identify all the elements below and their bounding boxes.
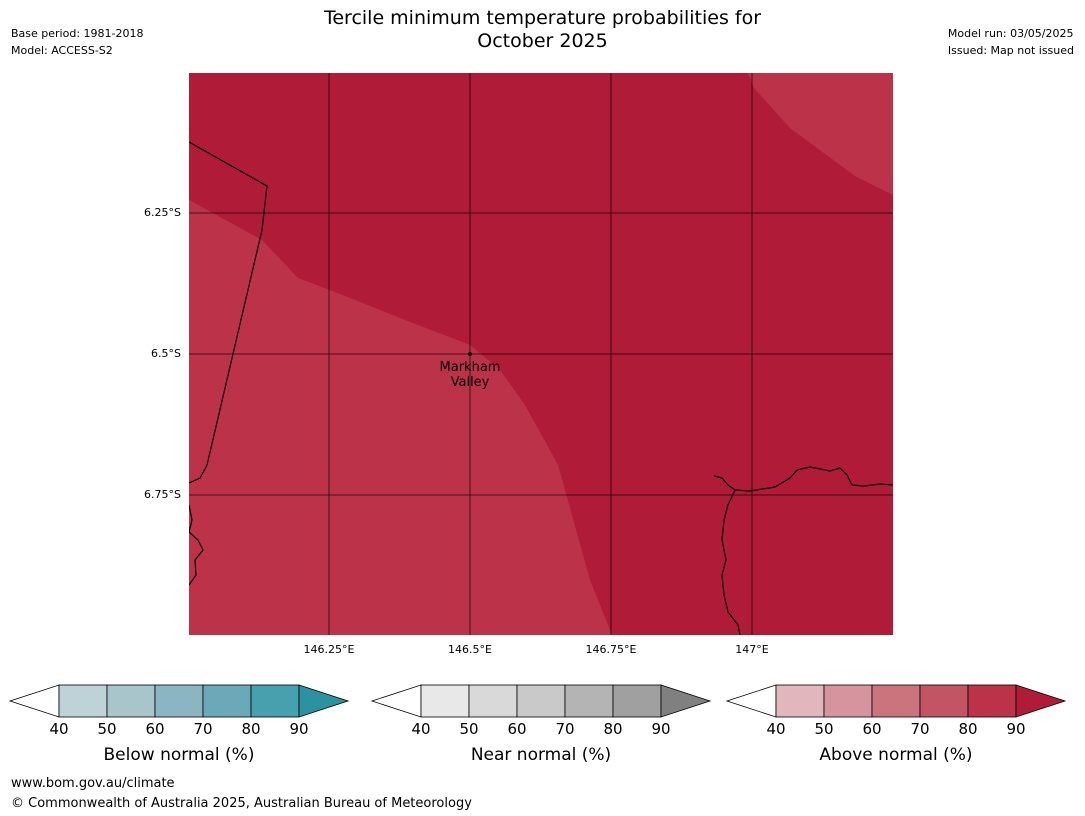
colorbar-segment: [564, 684, 614, 718]
map-region-lighter-west: [189, 200, 612, 635]
colorbar-tick-label: 50: [97, 720, 117, 738]
lon-label: 147°E: [735, 643, 769, 656]
place-name-line-1: Markham: [439, 360, 501, 375]
colorbar-extend-high: [298, 684, 350, 718]
colorbar-tick-label: 70: [193, 720, 213, 738]
title-line-2: October 2025: [477, 30, 608, 52]
colorbar-near-normal: [370, 684, 712, 718]
lat-label: 6.25°S: [144, 206, 181, 219]
colorbar-extend-low: [8, 684, 60, 718]
colorbar-tick-label: 60: [862, 720, 882, 738]
colorbar-above-normal: [725, 684, 1067, 718]
meta-right: Model run: 03/05/2025 Issued: Map not is…: [948, 25, 1074, 59]
colorbar-tick-label: 40: [411, 720, 431, 738]
colorbar-tick-label: 80: [241, 720, 261, 738]
colorbar-tick-label: 80: [603, 720, 623, 738]
colorbar-segment: [871, 684, 921, 718]
place-label-markham-valley: Markham Valley: [420, 360, 520, 390]
colorbar-extend-high: [660, 684, 712, 718]
colorbar-tick-label: 40: [49, 720, 69, 738]
colorbar-segment: [516, 684, 566, 718]
colorbar-title: Below normal (%): [103, 745, 255, 765]
colorbar-tick-label: 70: [910, 720, 930, 738]
lon-label: 146.25°E: [303, 643, 355, 656]
colorbar-segment: [250, 684, 300, 718]
colorbar-tick-label: 70: [555, 720, 575, 738]
footer-copyright: © Commonwealth of Australia 2025, Austra…: [11, 796, 472, 811]
colorbar-tick-label: 50: [459, 720, 479, 738]
meta-left: Base period: 1981-2018 Model: ACCESS-S2: [11, 25, 143, 59]
colorbar-title: Above normal (%): [819, 745, 973, 765]
colorbar-tick-label: 50: [814, 720, 834, 738]
colorbar-tick-label: 90: [651, 720, 671, 738]
colorbar-tick-label: 80: [958, 720, 978, 738]
colorbar-segment: [154, 684, 204, 718]
lat-label: 6.5°S: [151, 347, 181, 360]
colorbar-title: Near normal (%): [470, 745, 612, 765]
colorbar-segment: [106, 684, 156, 718]
map-borders: [189, 141, 893, 635]
place-name-line-2: Valley: [450, 375, 490, 390]
colorbar-tick-label: 90: [1006, 720, 1026, 738]
colorbar-extend-low: [725, 684, 777, 718]
model-run-text: Model run: 03/05/2025: [947, 27, 1074, 40]
lon-label: 146.5°E: [448, 643, 492, 656]
colorbars: [8, 684, 1067, 718]
colorbar-segment: [919, 684, 969, 718]
colorbar-segment: [468, 684, 518, 718]
lat-label: 6.75°S: [144, 488, 181, 501]
colorbar-tick-label: 90: [289, 720, 309, 738]
colorbar-segment: [823, 684, 873, 718]
colorbar-segment: [967, 684, 1017, 718]
colorbar-tick-label: 40: [766, 720, 786, 738]
colorbar-segment: [202, 684, 252, 718]
colorbar-segment: [58, 684, 108, 718]
colorbar-segment: [612, 684, 662, 718]
colorbar-extend-high: [1015, 684, 1067, 718]
colorbar-segment: [775, 684, 825, 718]
place-marker: [468, 352, 472, 356]
map-title: Tercile minimum temperature probabilitie…: [0, 7, 1085, 53]
issued-text: Issued: Map not issued: [947, 44, 1074, 57]
map-region-lighter-northeast: [748, 73, 893, 195]
lon-label: 146.75°E: [585, 643, 637, 656]
colorbar-below-normal: [8, 684, 350, 718]
colorbar-segment: [420, 684, 470, 718]
colorbar-tick-label: 60: [145, 720, 165, 738]
title-line-1: Tercile minimum temperature probabilitie…: [323, 7, 762, 29]
footer-url[interactable]: www.bom.gov.au/climate: [11, 776, 175, 791]
model-text: Model: ACCESS-S2: [11, 44, 113, 57]
colorbar-tick-label: 60: [507, 720, 527, 738]
base-period-text: Base period: 1981-2018: [11, 27, 144, 40]
colorbar-extend-low: [370, 684, 422, 718]
